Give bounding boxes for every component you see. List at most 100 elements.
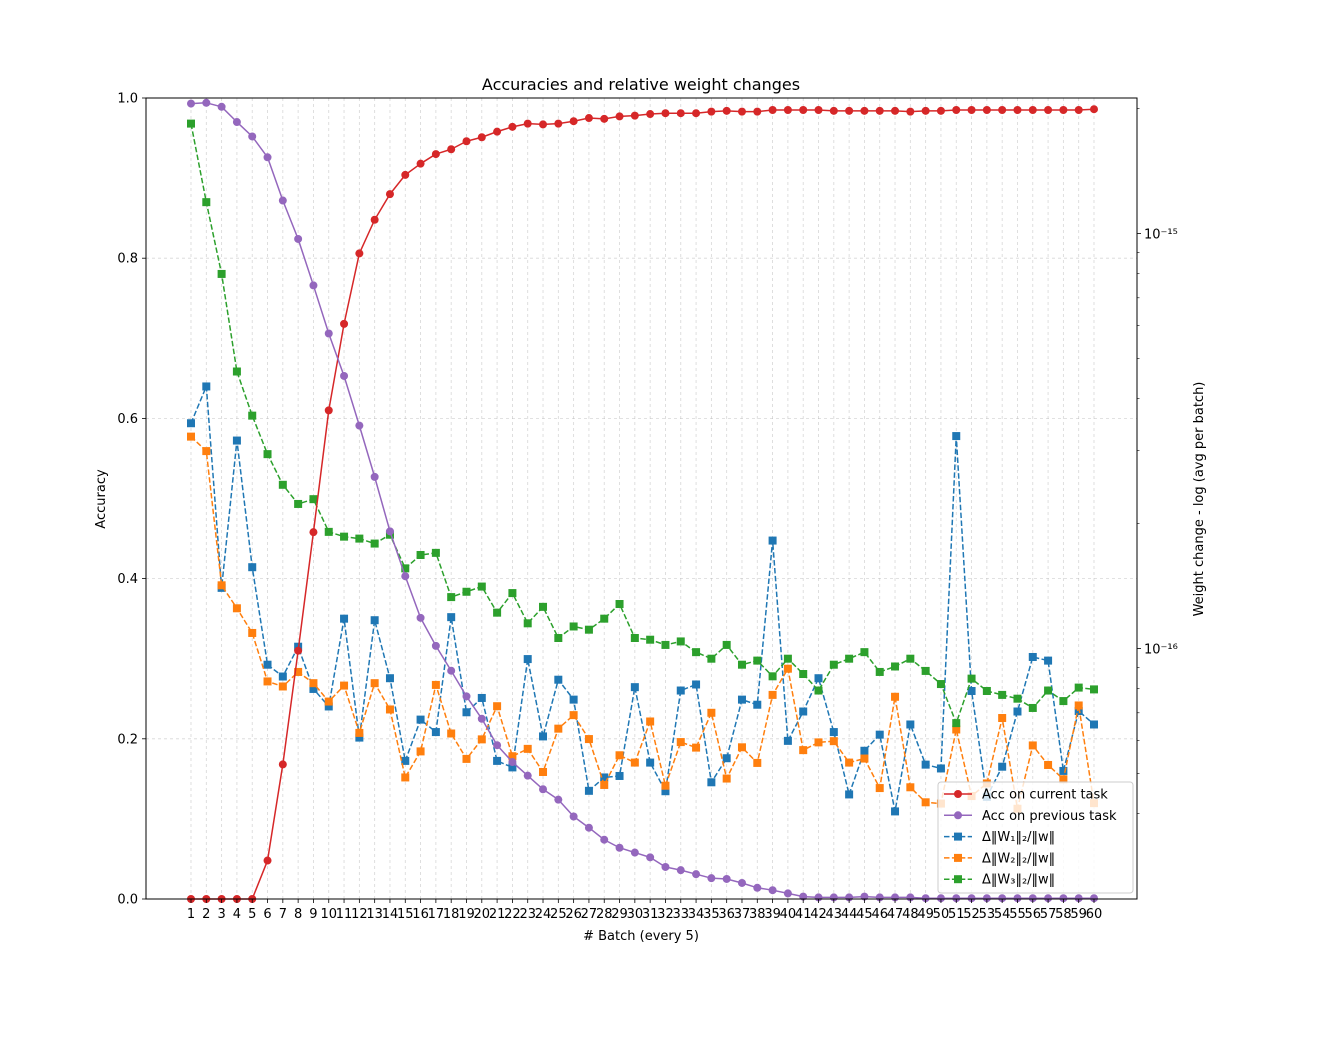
data-point	[554, 675, 563, 684]
data-point	[554, 119, 563, 128]
data-point	[722, 640, 731, 649]
data-point	[477, 582, 486, 591]
x-tick-label: 36	[718, 907, 735, 922]
y-tick-label: 0.8	[117, 252, 138, 267]
data-point	[202, 382, 211, 391]
x-tick-label: 21	[489, 907, 506, 922]
data-point	[829, 737, 838, 746]
x-tick-label: 56	[1025, 907, 1042, 922]
data-point	[982, 894, 991, 903]
y-axis-label: Accuracy	[94, 469, 109, 529]
data-point	[1059, 775, 1068, 784]
data-point	[630, 758, 639, 767]
y-tick-label: 0.4	[117, 572, 138, 587]
x-tick-label: 49	[917, 907, 934, 922]
data-point	[921, 106, 930, 115]
data-point	[508, 752, 517, 761]
x-tick-label: 23	[519, 907, 536, 922]
data-point	[875, 667, 884, 676]
x-tick-label: 43	[826, 907, 843, 922]
x-tick-label: 25	[550, 907, 567, 922]
data-point	[891, 106, 900, 115]
data-point	[569, 117, 578, 126]
data-point	[676, 637, 685, 646]
data-point	[340, 371, 349, 380]
data-point	[936, 680, 945, 689]
data-point	[661, 781, 670, 790]
data-point	[401, 756, 410, 765]
x-axis-label: # Batch (every 5)	[583, 929, 699, 944]
data-point	[1028, 703, 1037, 712]
data-point	[539, 785, 548, 794]
legend-marker	[954, 875, 962, 884]
data-point	[661, 640, 670, 649]
data-point	[845, 790, 854, 799]
data-point	[615, 843, 624, 852]
data-point	[1044, 686, 1053, 695]
x-tick-label: 1	[187, 907, 195, 922]
data-point	[891, 692, 900, 701]
data-point	[493, 741, 502, 750]
data-point	[431, 548, 440, 557]
data-point	[1028, 894, 1037, 903]
data-point	[370, 616, 379, 625]
data-point	[707, 654, 716, 663]
data-point	[982, 686, 991, 695]
data-point	[1044, 760, 1053, 769]
data-point	[1059, 106, 1068, 115]
data-point	[340, 681, 349, 690]
data-point	[1059, 766, 1068, 775]
data-point	[630, 683, 639, 692]
data-point	[875, 106, 884, 115]
data-point	[355, 421, 364, 430]
data-point	[737, 695, 746, 704]
x-tick-label: 51	[948, 907, 965, 922]
data-point	[1074, 706, 1083, 715]
data-point	[737, 743, 746, 752]
data-point	[921, 666, 930, 675]
data-point	[952, 432, 961, 441]
data-point	[263, 450, 272, 459]
data-point	[355, 733, 364, 742]
data-point	[860, 106, 869, 115]
data-point	[493, 127, 502, 136]
data-point	[646, 110, 655, 119]
data-point	[324, 702, 333, 711]
data-point	[309, 281, 318, 290]
data-point	[263, 856, 272, 865]
data-point	[722, 874, 731, 883]
data-point	[508, 589, 517, 598]
data-point	[860, 754, 869, 763]
x-tick-label: 40	[780, 907, 797, 922]
data-point	[477, 693, 486, 702]
data-point	[783, 106, 792, 115]
x-tick-label: 52	[963, 907, 980, 922]
data-point	[768, 690, 777, 699]
x-tick-label: 27	[581, 907, 598, 922]
legend-label: Δ‖W₃‖₂/‖w‖	[982, 873, 1055, 888]
data-point	[952, 725, 961, 734]
data-point	[860, 746, 869, 755]
data-point	[462, 754, 471, 763]
x-tick-label: 13	[366, 907, 383, 922]
series-line	[190, 385, 1095, 813]
data-point	[294, 499, 303, 508]
data-point	[753, 700, 762, 709]
y2-axis-label: Weight change - log (avg per batch)	[1192, 382, 1207, 617]
data-point	[615, 112, 624, 121]
y-tick-label: 0.0	[117, 893, 138, 908]
data-point	[891, 662, 900, 671]
x-tick-label: 19	[458, 907, 475, 922]
data-point	[248, 563, 257, 572]
data-point	[309, 684, 318, 693]
data-point	[600, 780, 609, 789]
data-point	[431, 680, 440, 689]
x-tick-label: 26	[565, 907, 582, 922]
data-point	[278, 682, 287, 691]
data-point	[248, 628, 257, 637]
data-point	[998, 690, 1007, 699]
data-point	[600, 773, 609, 782]
data-point	[783, 736, 792, 745]
data-point	[569, 622, 578, 631]
x-tick-label: 15	[397, 907, 414, 922]
